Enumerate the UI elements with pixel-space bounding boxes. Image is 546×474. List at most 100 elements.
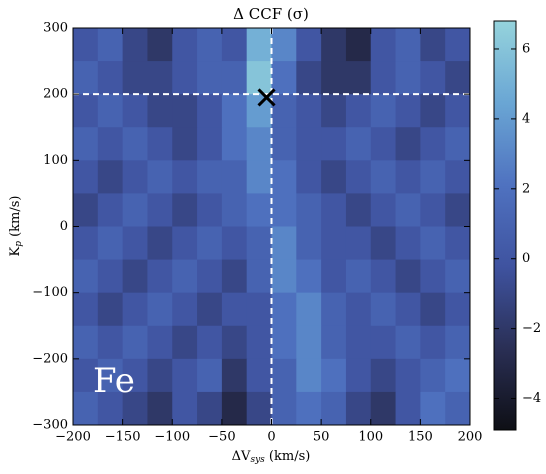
heatmap-cell: [172, 358, 198, 393]
heatmap-cell: [445, 61, 471, 95]
heatmap-cell: [122, 259, 148, 294]
heatmap-cell: [345, 160, 372, 194]
heatmap-cell: [420, 325, 446, 360]
heatmap-cell: [147, 292, 173, 327]
heatmap-cell: [345, 358, 372, 393]
heatmap-cell: [271, 226, 297, 261]
heatmap-cell: [246, 325, 272, 360]
heatmap-cell: [197, 28, 223, 62]
heatmap-cell: [97, 259, 124, 294]
heatmap-cell: [97, 28, 124, 62]
heatmap-cell: [197, 325, 223, 360]
x-label-sub: sys: [250, 455, 265, 465]
heatmap-cell: [345, 193, 372, 227]
heatmap-cell: [296, 61, 322, 95]
heatmap-cell: [122, 193, 148, 227]
y-tick-label: 100: [43, 153, 68, 168]
heatmap-cell: [122, 28, 148, 62]
heatmap-cell: [97, 193, 124, 227]
heatmap-cell: [370, 94, 397, 128]
heatmap-cell: [221, 28, 248, 62]
colorbar: [493, 20, 517, 431]
heatmap-cell: [197, 94, 223, 128]
heatmap-cell: [271, 127, 297, 161]
heatmap-cell: [420, 94, 446, 128]
heatmap-cell: [296, 391, 322, 426]
heatmap-cell: [420, 193, 446, 227]
y-axis-label: Kp (km/s): [8, 195, 24, 256]
heatmap-cell: [321, 28, 347, 62]
heatmap-cell: [172, 160, 198, 194]
heatmap-cell: [246, 127, 272, 161]
heatmap-cell: [296, 226, 322, 261]
heatmap-cell: [172, 391, 198, 426]
heatmap-cell: [172, 259, 198, 294]
heatmap-cell: [73, 127, 99, 161]
y-tick-label: 0: [60, 219, 68, 234]
heatmap-cell: [395, 325, 421, 360]
heatmap-cell: [147, 160, 173, 194]
heatmap-cell: [271, 292, 297, 327]
heatmap-cell: [395, 61, 421, 95]
heatmap-cell: [221, 160, 248, 194]
heatmap-cell: [147, 325, 173, 360]
heatmap-cell: [296, 325, 322, 360]
heatmap-cell: [172, 193, 198, 227]
heatmap-cell: [345, 127, 372, 161]
heatmap-cell: [420, 61, 446, 95]
heatmap-cell: [321, 127, 347, 161]
heatmap-cell: [147, 28, 173, 62]
y-label-unit: (km/s): [8, 195, 23, 241]
heatmap-cell: [221, 127, 248, 161]
heatmap-cell: [445, 193, 471, 227]
heatmap-cell: [445, 325, 471, 360]
heatmap-cell: [97, 94, 124, 128]
heatmap-cell: [271, 28, 297, 62]
heatmap-cell: [321, 259, 347, 294]
heatmap-cell: [246, 193, 272, 227]
heatmap-cell: [345, 28, 372, 62]
heatmap-cell: [370, 127, 397, 161]
y-tick-label: −100: [32, 285, 68, 300]
heatmap-cell: [197, 259, 223, 294]
heatmap-cell: [395, 226, 421, 261]
heatmap-cell: [197, 127, 223, 161]
heatmap-cell: [122, 94, 148, 128]
heatmap-cell: [445, 226, 471, 261]
heatmap-cell: [271, 61, 297, 95]
heatmap-cell: [271, 259, 297, 294]
heatmap-cell: [221, 325, 248, 360]
heatmap-cell: [296, 358, 322, 393]
heatmap-cell: [370, 226, 397, 261]
x-tick-label: 0: [267, 430, 275, 445]
heatmap-cell: [197, 160, 223, 194]
heatmap-cell: [321, 358, 347, 393]
heatmap: [73, 28, 471, 426]
x-tick-label: −100: [154, 430, 190, 445]
heatmap-cell: [147, 94, 173, 128]
heatmap-cell: [97, 325, 124, 360]
heatmap-cell: [122, 391, 148, 426]
heatmap-cell: [445, 259, 471, 294]
heatmap-cell: [296, 292, 322, 327]
heatmap-cell: [321, 61, 347, 95]
heatmap-cell: [97, 358, 124, 393]
heatmap-cell: [147, 358, 173, 393]
heatmap-cell: [296, 28, 322, 62]
heatmap-cell: [97, 127, 124, 161]
heatmap-cell: [321, 292, 347, 327]
heatmap-cell: [197, 292, 223, 327]
heatmap-cell: [445, 358, 471, 393]
heatmap-cell: [172, 28, 198, 62]
heatmap-cell: [321, 94, 347, 128]
heatmap-cell: [395, 358, 421, 393]
heatmap-cell: [420, 358, 446, 393]
heatmap-cell: [172, 325, 198, 360]
colorbar-tick-label: −2: [522, 321, 541, 336]
x-tick-label: 100: [358, 430, 383, 445]
heatmap-cell: [271, 358, 297, 393]
heatmap-cell: [147, 259, 173, 294]
x-tick-label: −150: [105, 430, 141, 445]
heatmap-cell: [420, 127, 446, 161]
heatmap-cell: [97, 160, 124, 194]
